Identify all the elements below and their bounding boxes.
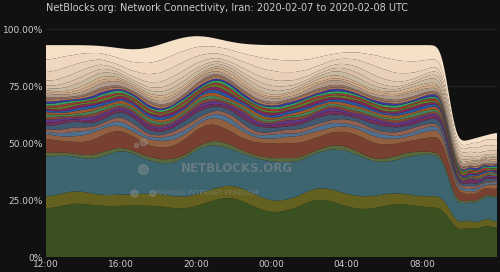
Text: NetBlocks.org: Network Connectivity, Iran: 2020-02-07 to 2020-02-08 UTC: NetBlocks.org: Network Connectivity, Ira… bbox=[46, 3, 408, 13]
Text: MAPPING INTERNET FREEDOM: MAPPING INTERNET FREEDOM bbox=[154, 190, 259, 196]
Text: NETBLOCKS.ORG: NETBLOCKS.ORG bbox=[181, 162, 294, 175]
